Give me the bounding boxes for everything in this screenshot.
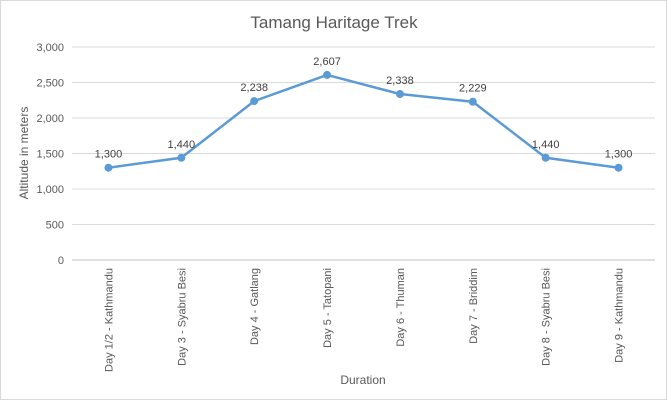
x-tick-label: Day 8 - Syabru Besi <box>541 268 553 366</box>
y-axis-label: Altitude in meters <box>17 107 31 200</box>
x-tick-label: Day 6 - Thuman <box>395 268 407 347</box>
chart-title: Tamang Haritage Trek <box>250 13 418 32</box>
x-tick-label: Day 3 - Syabru Besi <box>176 268 188 366</box>
data-label: 2,607 <box>313 56 341 68</box>
x-tick-label: Day 1/2 - Kathmandu <box>103 268 115 372</box>
x-tick-label: Day 5 - Tatopani <box>322 268 334 348</box>
data-label: 1,440 <box>532 139 560 151</box>
x-axis-ticks: Day 1/2 - Kathmandu Day 3 - Syabru Besi Da… <box>103 268 625 372</box>
data-label: 1,440 <box>168 139 196 151</box>
y-tick-label: 500 <box>46 220 64 232</box>
data-labels: 1,300 1,440 2,238 2,607 2,338 2,229 1,440 1,300 <box>95 56 633 161</box>
data-label: 2,229 <box>459 83 487 95</box>
y-tick-label: 1,500 <box>36 149 64 161</box>
data-label: 2,338 <box>386 75 414 87</box>
data-label: 1,300 <box>95 149 123 161</box>
data-point <box>250 97 259 106</box>
data-point <box>541 153 550 162</box>
y-tick-label: 2,000 <box>36 113 64 125</box>
x-axis-label: Duration <box>340 373 385 387</box>
x-tick-label: Day 7 - Briddim <box>468 268 480 344</box>
data-point <box>177 153 186 162</box>
x-tick-label: Day 9 - Kathmandu <box>614 268 626 363</box>
y-tick-label: 2,500 <box>36 78 64 90</box>
data-point <box>395 90 404 99</box>
data-label: 1,300 <box>605 149 633 161</box>
data-label: 2,238 <box>240 82 268 94</box>
data-point <box>323 70 332 79</box>
y-axis-ticks: 0 500 1,000 1,500 2,000 2,500 3,000 <box>36 42 64 267</box>
data-point <box>614 163 623 172</box>
series-line-path <box>108 73 619 169</box>
gridlines <box>72 46 655 261</box>
y-tick-label: 0 <box>58 255 64 267</box>
series-line <box>104 70 623 172</box>
data-point <box>468 97 477 106</box>
x-tick-label: Day 4 - Gatlang <box>249 268 261 345</box>
y-tick-label: 3,000 <box>36 42 64 54</box>
data-point <box>104 163 113 172</box>
y-tick-label: 1,000 <box>36 184 64 196</box>
